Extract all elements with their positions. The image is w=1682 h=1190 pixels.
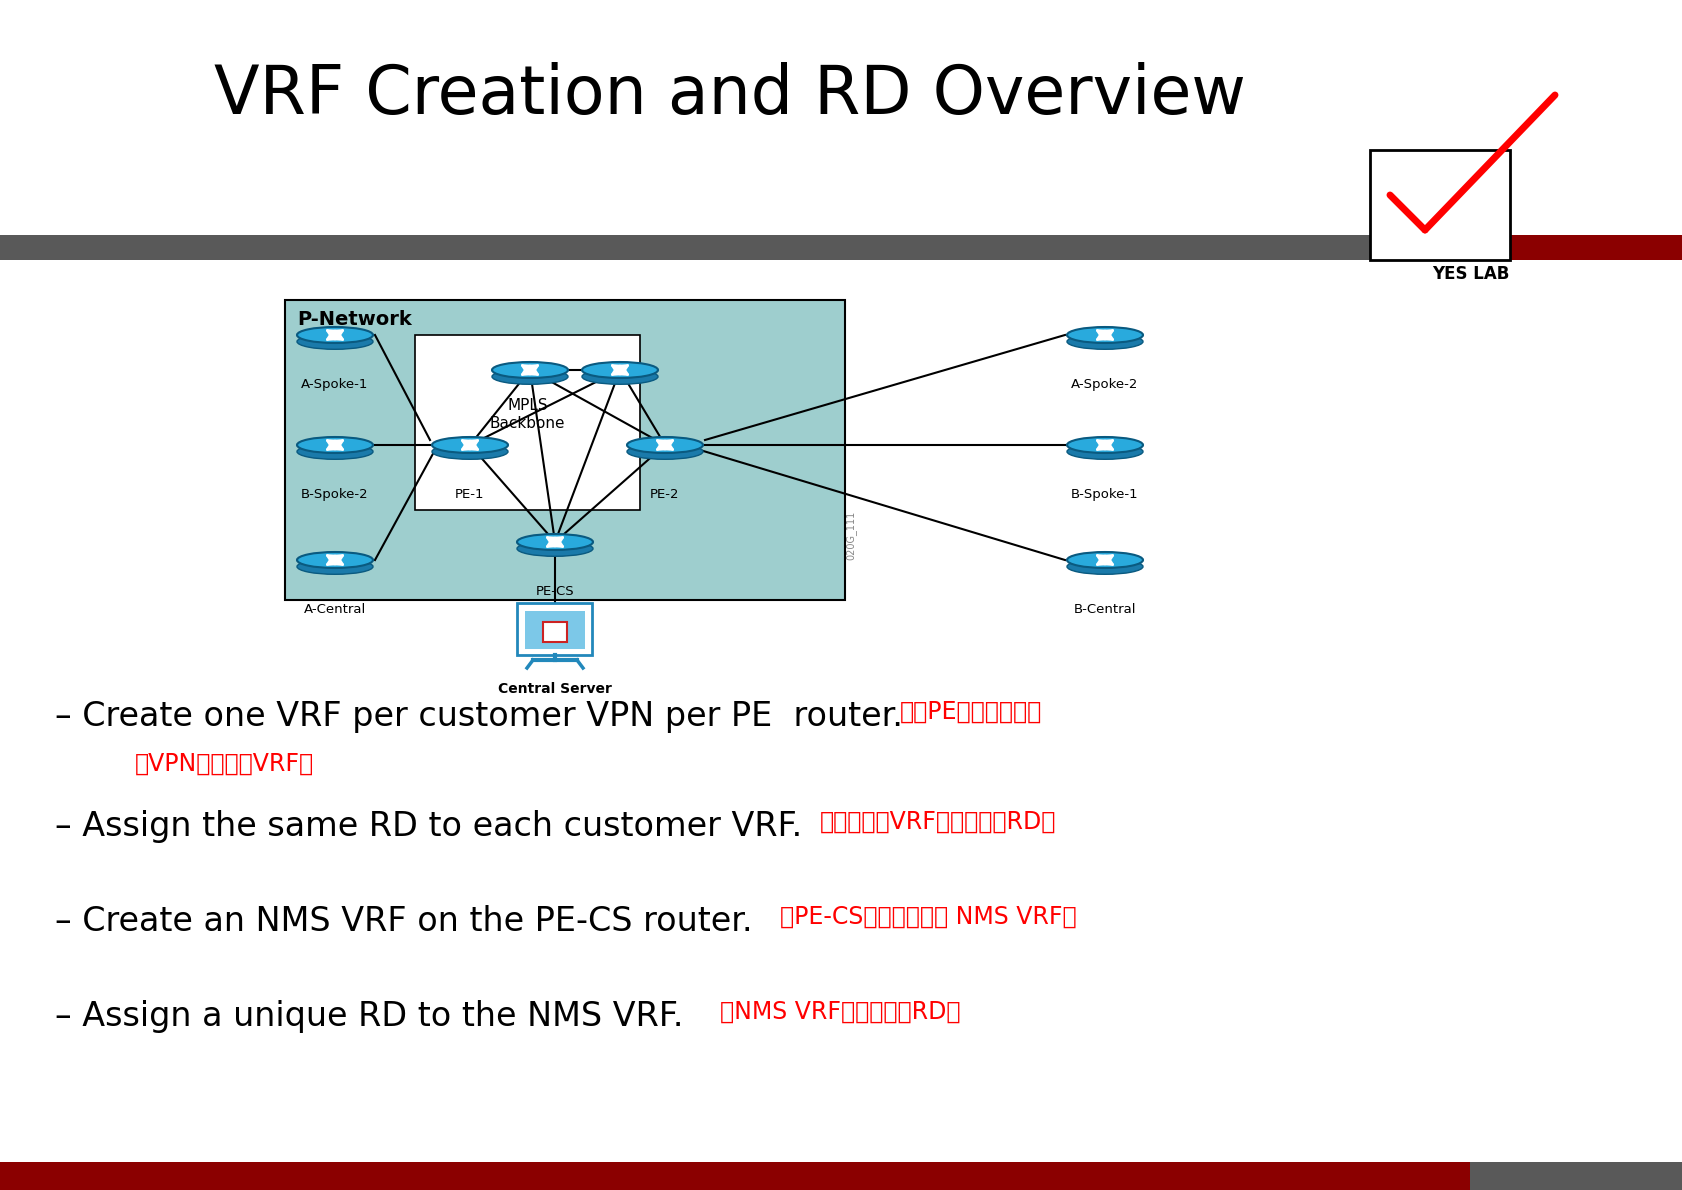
- Text: – Assign a unique RD to the NMS VRF.: – Assign a unique RD to the NMS VRF.: [56, 1000, 683, 1033]
- Ellipse shape: [296, 559, 373, 575]
- Bar: [516, 603, 592, 655]
- Text: A-Spoke-2: A-Spoke-2: [1071, 378, 1139, 392]
- Text: PE-CS: PE-CS: [535, 585, 574, 599]
- Text: 户VPN创建一个VRF。: 户VPN创建一个VRF。: [135, 752, 315, 776]
- Ellipse shape: [432, 444, 508, 459]
- Bar: [284, 300, 844, 600]
- Bar: [1468, 1161, 1682, 1190]
- Ellipse shape: [296, 437, 373, 453]
- Text: Central Server: Central Server: [498, 682, 612, 696]
- Bar: [0, 234, 1468, 259]
- Text: PE-2: PE-2: [649, 488, 680, 501]
- Text: 每个PE路由器每个客: 每个PE路由器每个客: [900, 700, 1041, 724]
- Ellipse shape: [1066, 327, 1142, 343]
- Ellipse shape: [296, 327, 373, 343]
- Ellipse shape: [296, 444, 373, 459]
- Text: B-Spoke-1: B-Spoke-1: [1070, 488, 1139, 501]
- Ellipse shape: [1066, 444, 1142, 459]
- Ellipse shape: [1066, 334, 1142, 350]
- Text: PE-1: PE-1: [454, 488, 484, 501]
- Ellipse shape: [582, 369, 658, 384]
- Bar: [1369, 150, 1509, 259]
- Text: 为每个客户VRF分配相同的RD。: 为每个客户VRF分配相同的RD。: [819, 810, 1056, 834]
- Ellipse shape: [582, 362, 658, 378]
- Bar: [525, 610, 585, 649]
- Bar: [543, 622, 567, 641]
- Text: B-Central: B-Central: [1073, 603, 1135, 616]
- Text: 为NMS VRF分配唯一的RD。: 为NMS VRF分配唯一的RD。: [720, 1000, 960, 1025]
- Ellipse shape: [1066, 559, 1142, 575]
- Ellipse shape: [1066, 437, 1142, 453]
- Text: – Assign the same RD to each customer VRF.: – Assign the same RD to each customer VR…: [56, 810, 802, 843]
- Bar: [0, 1161, 1468, 1190]
- Text: A-Central: A-Central: [304, 603, 367, 616]
- Ellipse shape: [627, 437, 703, 453]
- Text: YES LAB: YES LAB: [1431, 265, 1509, 283]
- Ellipse shape: [491, 362, 567, 378]
- Ellipse shape: [627, 444, 703, 459]
- Bar: [415, 336, 639, 511]
- Text: 在PE-CS路由器上创建 NMS VRF。: 在PE-CS路由器上创建 NMS VRF。: [779, 906, 1076, 929]
- Bar: [1468, 234, 1682, 259]
- Text: A-Spoke-1: A-Spoke-1: [301, 378, 368, 392]
- Text: 020G_111: 020G_111: [844, 511, 856, 560]
- Text: B-Spoke-2: B-Spoke-2: [301, 488, 368, 501]
- Ellipse shape: [1066, 552, 1142, 568]
- Ellipse shape: [296, 552, 373, 568]
- Ellipse shape: [296, 334, 373, 350]
- Text: – Create one VRF per customer VPN per PE  router.: – Create one VRF per customer VPN per PE…: [56, 700, 903, 733]
- Ellipse shape: [432, 437, 508, 453]
- Ellipse shape: [516, 534, 592, 550]
- Ellipse shape: [516, 541, 592, 556]
- Text: P-Network: P-Network: [296, 311, 412, 328]
- Text: MPLS
Backbone: MPLS Backbone: [489, 397, 565, 431]
- Text: VRF Creation and RD Overview: VRF Creation and RD Overview: [214, 62, 1245, 129]
- Ellipse shape: [491, 369, 567, 384]
- Text: – Create an NMS VRF on the PE-CS router.: – Create an NMS VRF on the PE-CS router.: [56, 906, 752, 938]
